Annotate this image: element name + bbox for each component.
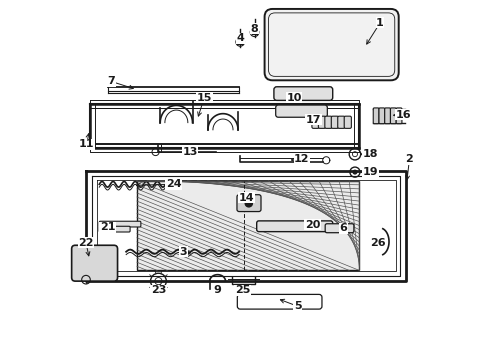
Text: 16: 16 <box>394 110 410 120</box>
FancyBboxPatch shape <box>256 221 332 231</box>
Text: 1: 1 <box>375 18 383 28</box>
Text: 15: 15 <box>196 93 212 103</box>
Text: 11: 11 <box>79 139 94 149</box>
FancyBboxPatch shape <box>311 116 319 129</box>
FancyBboxPatch shape <box>325 224 353 233</box>
FancyBboxPatch shape <box>264 9 398 80</box>
FancyBboxPatch shape <box>330 116 338 129</box>
FancyBboxPatch shape <box>72 245 117 281</box>
Text: 10: 10 <box>285 93 301 103</box>
Text: 4: 4 <box>236 33 244 43</box>
Text: 13: 13 <box>182 147 197 157</box>
Text: 19: 19 <box>362 167 378 177</box>
FancyBboxPatch shape <box>395 108 401 124</box>
Text: 14: 14 <box>238 193 254 203</box>
Text: 2: 2 <box>405 154 412 164</box>
Text: 9: 9 <box>213 285 221 296</box>
Text: 8: 8 <box>250 24 258 34</box>
FancyBboxPatch shape <box>318 116 325 129</box>
Text: 7: 7 <box>107 76 115 86</box>
FancyBboxPatch shape <box>99 226 130 232</box>
FancyBboxPatch shape <box>237 195 261 212</box>
FancyBboxPatch shape <box>275 105 326 117</box>
Text: 21: 21 <box>100 222 115 232</box>
FancyBboxPatch shape <box>389 108 395 124</box>
Circle shape <box>352 170 356 174</box>
FancyBboxPatch shape <box>273 87 332 100</box>
Text: 5: 5 <box>293 301 301 311</box>
FancyBboxPatch shape <box>344 116 351 129</box>
Text: 25: 25 <box>234 285 249 296</box>
Text: 3: 3 <box>180 247 187 257</box>
Text: 20: 20 <box>305 220 320 230</box>
FancyBboxPatch shape <box>324 116 331 129</box>
Circle shape <box>244 200 252 207</box>
Text: 12: 12 <box>293 154 309 164</box>
Text: 24: 24 <box>165 179 181 189</box>
Text: 22: 22 <box>78 238 94 248</box>
FancyBboxPatch shape <box>378 108 384 124</box>
FancyBboxPatch shape <box>99 221 141 227</box>
Text: 18: 18 <box>362 149 378 159</box>
Text: 6: 6 <box>339 224 346 233</box>
FancyBboxPatch shape <box>337 116 344 129</box>
Text: 26: 26 <box>369 238 385 248</box>
Text: 23: 23 <box>150 285 166 296</box>
Text: 17: 17 <box>305 115 321 125</box>
FancyBboxPatch shape <box>384 108 389 124</box>
FancyBboxPatch shape <box>372 108 378 124</box>
Bar <box>137 181 359 270</box>
